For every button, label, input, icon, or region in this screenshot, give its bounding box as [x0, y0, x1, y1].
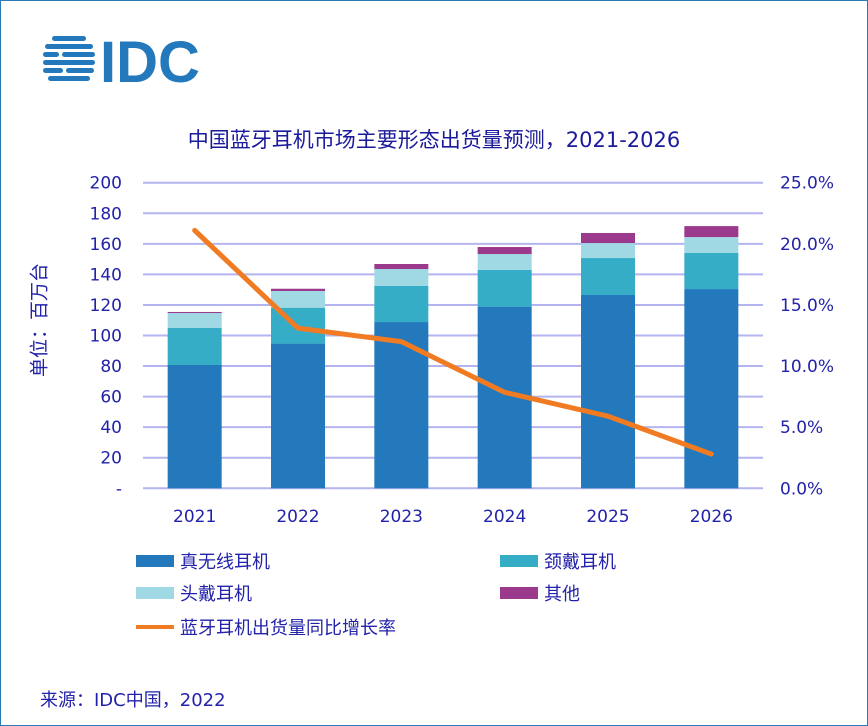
- bar-segment: [167, 311, 222, 314]
- y-tick-label: 200: [90, 174, 122, 194]
- y-tick-label: 20: [100, 449, 122, 469]
- y2-tick-label: 10.0%: [780, 357, 834, 377]
- bar-segment: [684, 237, 739, 253]
- y-tick-label: -: [116, 479, 122, 499]
- x-tick-label: 2022: [276, 507, 319, 527]
- x-tick-label: 2023: [380, 507, 423, 527]
- x-tick-label: 2025: [586, 507, 629, 527]
- bar-segment: [271, 343, 325, 489]
- bar-segment: [374, 269, 429, 286]
- bar-segment: [581, 295, 635, 489]
- bar-segment: [684, 226, 739, 238]
- bar-segment: [477, 247, 532, 255]
- bar-segment: [477, 254, 532, 270]
- y2-tick-label: 25.0%: [780, 174, 834, 194]
- source-note: 来源：IDC中国，2022: [40, 690, 226, 711]
- idc-logo: IDC: [43, 32, 200, 88]
- y2-tick-label: 15.0%: [780, 296, 834, 316]
- y2-tick-label: 5.0%: [780, 418, 823, 438]
- y-tick-label: 120: [90, 296, 122, 316]
- legend-item-neckband: 颈戴耳机: [500, 548, 616, 574]
- bar-segment: [374, 285, 429, 323]
- legend-swatch: [500, 555, 538, 567]
- bar-segment: [271, 288, 325, 292]
- bar-segment: [167, 313, 222, 329]
- y-tick-label: 140: [90, 265, 122, 285]
- y-tick-label: 160: [90, 235, 122, 255]
- legend-swatch: [136, 587, 174, 599]
- legend-swatch: [136, 555, 174, 567]
- y-tick-label: 60: [100, 388, 122, 408]
- bar-segment: [684, 252, 739, 290]
- svg-text:IDC: IDC: [100, 32, 200, 88]
- legend-label: 其他: [544, 584, 580, 605]
- bar-segment: [167, 364, 222, 489]
- x-tick-label: 2024: [483, 507, 526, 527]
- x-tick-label: 2021: [173, 507, 216, 527]
- legend-swatch: [500, 587, 538, 599]
- legend-label: 蓝牙耳机出货量同比增长率: [180, 618, 396, 639]
- legend-label: 颈戴耳机: [544, 552, 616, 573]
- y-tick-label: 40: [100, 418, 122, 438]
- legend-line: [136, 625, 174, 629]
- legend-item-tws: 真无线耳机: [136, 548, 270, 574]
- bar-segment: [374, 263, 429, 270]
- y2-tick-label: 20.0%: [780, 235, 834, 255]
- x-tick-label: 2026: [690, 507, 733, 527]
- y-tick-label: 80: [100, 357, 122, 377]
- bar-segment: [167, 328, 222, 365]
- y2-tick-label: 0.0%: [780, 479, 823, 499]
- bar-segment: [477, 269, 532, 307]
- bar-segment: [374, 322, 429, 489]
- bar-segment: [271, 291, 325, 308]
- bar-segment: [684, 289, 739, 489]
- chart-title: 中国蓝牙耳机市场主要形态出货量预测，2021-2026: [187, 128, 681, 152]
- bar-segment: [581, 243, 635, 259]
- bar-segment: [581, 232, 635, 244]
- legend-item-growth: 蓝牙耳机出货量同比增长率: [136, 614, 396, 640]
- legend-label: 头戴耳机: [180, 584, 252, 605]
- legend-label: 真无线耳机: [180, 552, 270, 573]
- bar-segment: [581, 258, 635, 296]
- chart-plot: - 20 40 60 80 100 120 140 160 180 200 0.0% 5.0% 10.0%…: [90, 174, 834, 527]
- y-tick-label: 100: [90, 327, 122, 347]
- legend-item-headphone: 头戴耳机: [136, 580, 252, 606]
- legend-item-other: 其他: [500, 580, 580, 606]
- y-tick-label: 180: [90, 204, 122, 224]
- growth-line: [192, 227, 714, 457]
